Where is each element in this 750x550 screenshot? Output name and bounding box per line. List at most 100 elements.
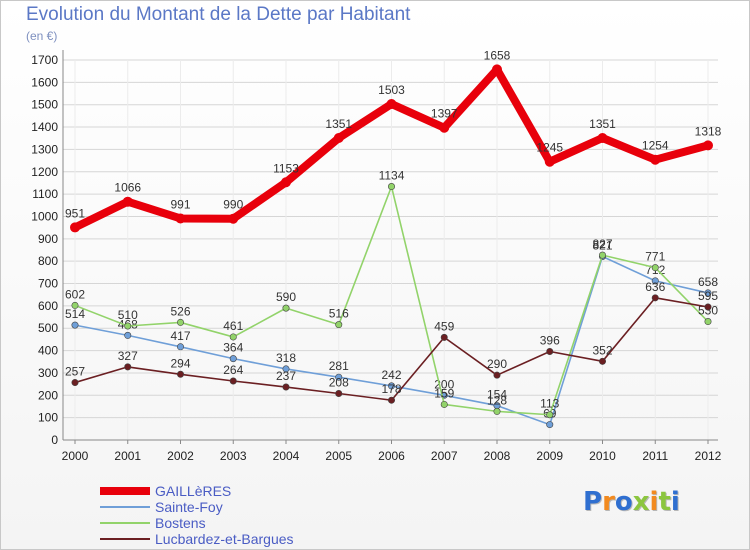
- y-tick-label: 1000: [31, 209, 58, 223]
- data-point: [335, 321, 343, 329]
- x-tick-label: 2001: [114, 449, 141, 463]
- data-point: [546, 411, 554, 419]
- data-point: [598, 357, 606, 365]
- data-point: [177, 370, 185, 378]
- data-point: [546, 347, 554, 355]
- y-tick-label: 500: [38, 321, 58, 335]
- data-label: 417: [170, 329, 190, 343]
- data-point: [71, 379, 79, 387]
- data-point: [597, 133, 608, 144]
- data-label: 990: [223, 198, 243, 212]
- data-label: 827: [592, 237, 612, 251]
- data-point: [122, 196, 133, 207]
- data-label: 1351: [325, 117, 352, 131]
- data-point: [124, 331, 132, 339]
- y-tick-label: 1300: [31, 142, 58, 156]
- data-point: [228, 213, 239, 224]
- data-label: 1318: [695, 124, 722, 138]
- data-point: [70, 222, 80, 233]
- y-tick-label: 1100: [32, 187, 58, 201]
- data-label: 352: [592, 343, 612, 357]
- data-label: 951: [65, 206, 85, 220]
- data-point: [598, 251, 606, 259]
- x-tick-label: 2004: [273, 449, 300, 463]
- data-label: 290: [487, 357, 507, 371]
- data-point: [282, 365, 290, 373]
- data-point: [71, 301, 79, 309]
- y-tick-label: 800: [38, 254, 58, 268]
- data-label: 396: [540, 333, 560, 347]
- data-label: 1254: [642, 139, 669, 153]
- data-point: [333, 133, 344, 144]
- data-label: 516: [329, 307, 349, 321]
- data-label: 1153: [273, 161, 299, 175]
- x-tick-label: 2011: [642, 449, 668, 463]
- data-point: [335, 373, 343, 381]
- data-label: 590: [276, 290, 296, 304]
- data-label: 154: [487, 388, 507, 402]
- data-label: 526: [170, 304, 190, 318]
- x-tick-label: 2012: [695, 449, 722, 463]
- y-tick-label: 1200: [31, 165, 58, 179]
- data-point: [546, 421, 554, 429]
- chart-title: Evolution du Montant de la Dette par Hab…: [26, 4, 411, 25]
- data-label: 294: [170, 356, 190, 370]
- data-label: 530: [698, 304, 718, 318]
- data-label: 514: [65, 307, 85, 321]
- data-point: [492, 64, 502, 75]
- legend-label: GAILLèRES: [155, 483, 231, 499]
- y-tick-label: 0: [51, 433, 58, 447]
- data-label: 159: [434, 386, 454, 400]
- data-label: 237: [276, 369, 296, 383]
- y-tick-label: 400: [38, 344, 58, 358]
- data-label: 771: [645, 250, 665, 264]
- data-point: [440, 400, 448, 408]
- data-label: 658: [698, 275, 718, 289]
- data-label: 461: [223, 319, 243, 333]
- data-point: [177, 318, 185, 326]
- data-point: [440, 333, 448, 341]
- data-point: [335, 390, 343, 398]
- x-tick-label: 2010: [589, 449, 616, 463]
- data-label: 264: [223, 363, 243, 377]
- x-tick-label: 2000: [62, 449, 89, 463]
- data-point: [651, 277, 659, 285]
- data-label: 636: [645, 280, 665, 294]
- legend-label: Bostens: [155, 515, 206, 531]
- data-point: [386, 99, 397, 110]
- data-point: [544, 156, 555, 167]
- data-point: [175, 213, 186, 224]
- data-label: 1134: [379, 169, 405, 183]
- data-label: 602: [65, 287, 85, 301]
- data-label: 281: [329, 359, 349, 373]
- data-label: 821: [592, 238, 612, 252]
- data-label: 1503: [378, 83, 405, 97]
- y-tick-label: 600: [38, 299, 58, 313]
- data-point: [493, 407, 501, 415]
- data-point: [229, 377, 237, 385]
- data-point: [704, 303, 712, 311]
- data-label: 257: [65, 365, 85, 379]
- y-tick-label: 1400: [31, 120, 58, 134]
- data-point: [124, 363, 132, 371]
- proxiti-logo: Proxiti: [583, 487, 680, 517]
- data-label: 595: [698, 289, 718, 303]
- data-label: 327: [118, 349, 138, 363]
- y-tick-label: 1700: [31, 53, 58, 67]
- y-tick-label: 300: [38, 366, 58, 380]
- x-tick-label: 2007: [431, 449, 458, 463]
- data-point: [651, 294, 659, 302]
- data-point: [387, 396, 395, 404]
- data-point: [387, 183, 395, 191]
- data-label: 242: [381, 368, 401, 382]
- data-label: 510: [118, 308, 138, 322]
- data-point: [229, 355, 237, 363]
- data-label: 178: [381, 382, 401, 396]
- data-point: [650, 154, 661, 165]
- data-label: 318: [276, 351, 296, 365]
- data-label: 459: [434, 319, 454, 333]
- data-label: 1397: [431, 107, 458, 121]
- data-point: [387, 382, 395, 390]
- x-tick-label: 2005: [325, 449, 352, 463]
